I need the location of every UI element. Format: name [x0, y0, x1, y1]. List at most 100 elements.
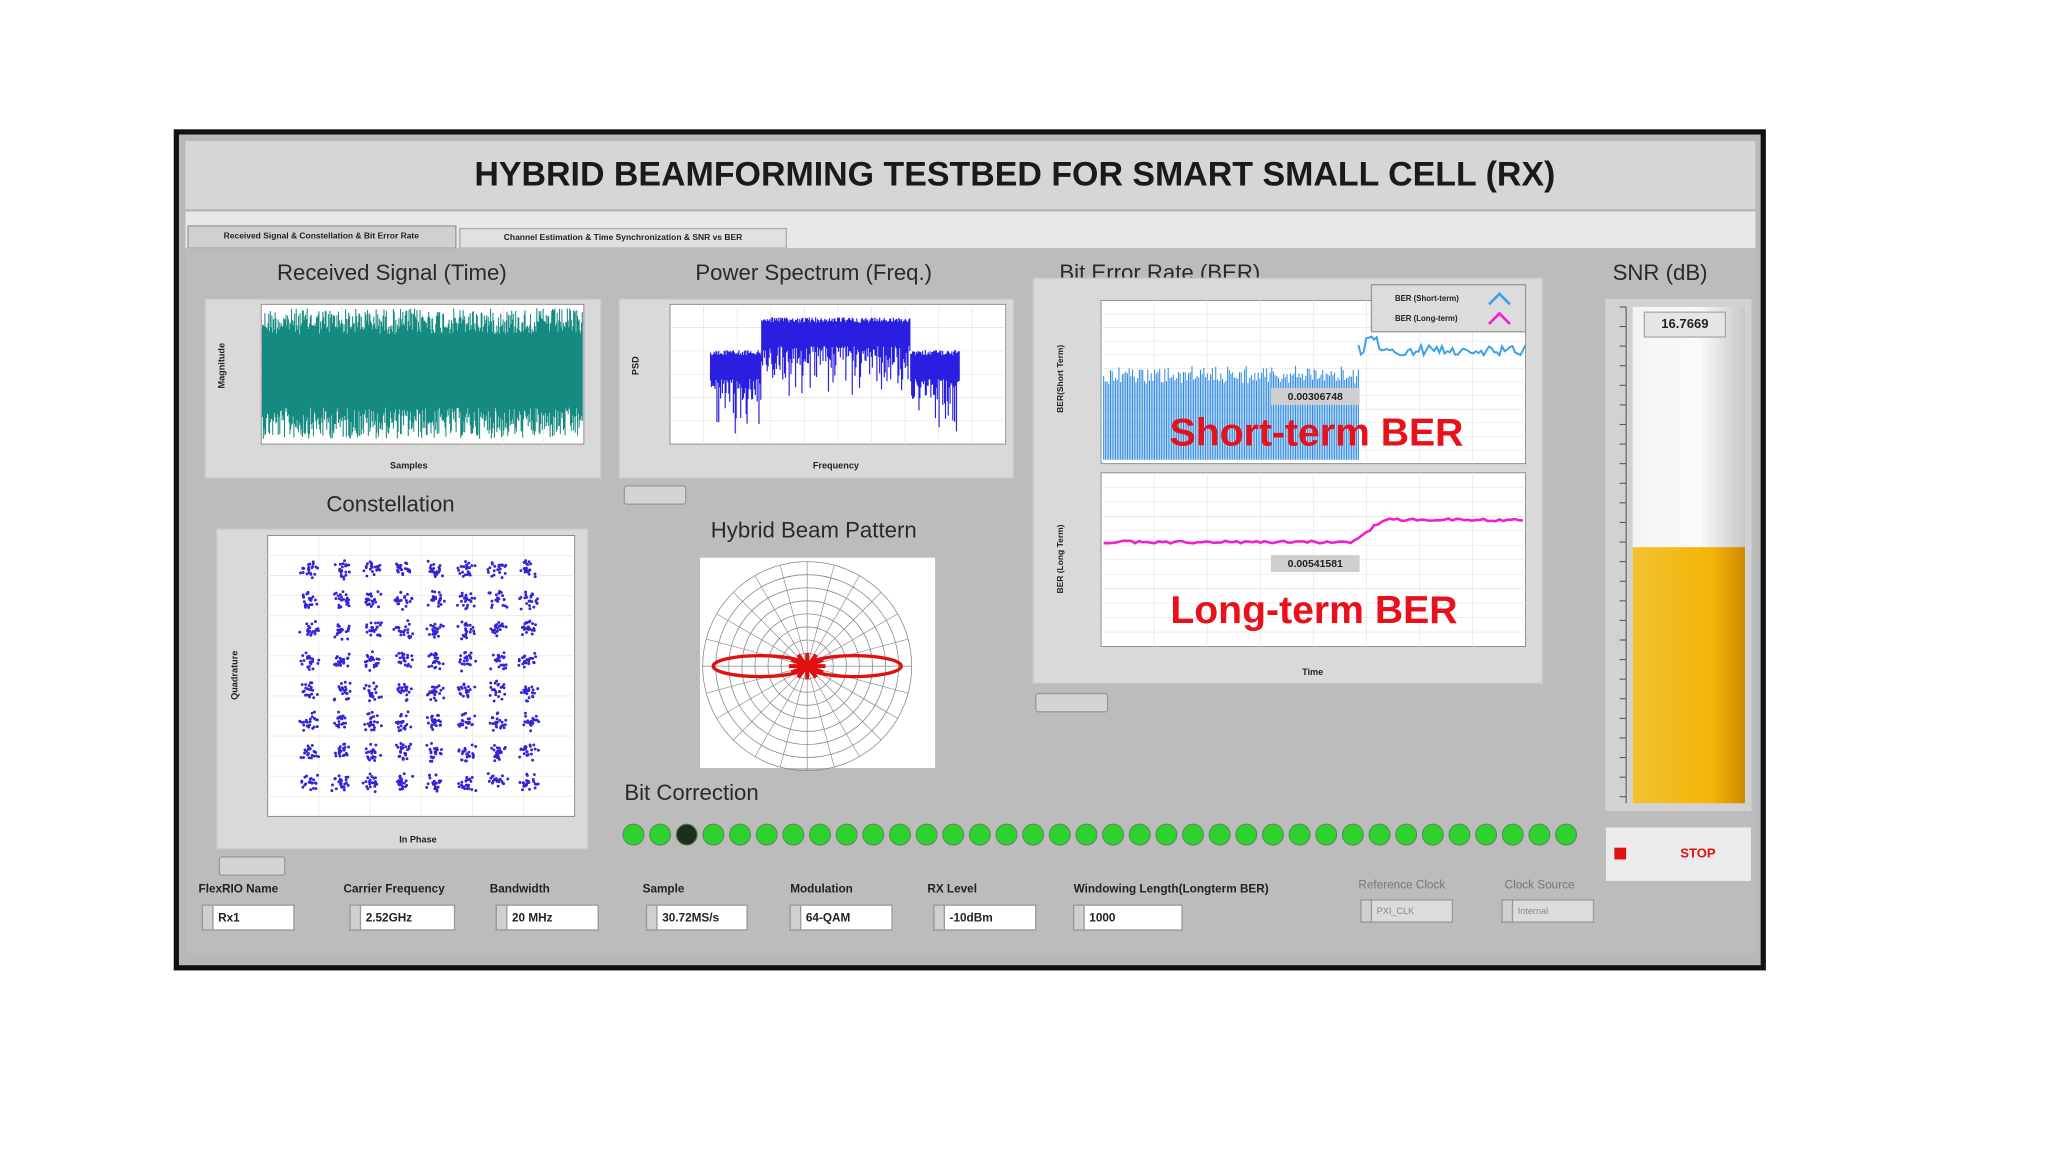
- constellation-point: [402, 658, 406, 662]
- constellation-point: [362, 569, 366, 573]
- constellation-point: [368, 785, 372, 789]
- tab-label: Received Signal & Constellation & Bit Er…: [224, 231, 420, 241]
- legend-box: [1370, 284, 1527, 333]
- legend-entry: BER (Short-term): [1395, 294, 1459, 303]
- constellation-point: [403, 751, 407, 755]
- constellation-point: [401, 655, 405, 659]
- led: [862, 823, 885, 846]
- constellation-point: [308, 717, 312, 721]
- constellation-point: [312, 778, 316, 782]
- constellation-point: [500, 779, 504, 783]
- constellation-point: [344, 564, 347, 568]
- constellation-point: [301, 654, 305, 657]
- constellation-point: [435, 630, 439, 634]
- constellation-point: [301, 785, 305, 789]
- constellation-point: [429, 563, 433, 567]
- constellation-point: [434, 699, 438, 702]
- control-field[interactable]: [495, 904, 599, 931]
- constellation-point: [531, 758, 535, 762]
- constellation-point: [314, 787, 318, 790]
- graph-palette[interactable]: [623, 485, 687, 505]
- constellation-point: [308, 694, 311, 698]
- control-field[interactable]: [789, 904, 893, 931]
- constellation-point: [337, 747, 341, 750]
- constellation-point: [434, 724, 438, 728]
- constellation-point: [396, 570, 400, 574]
- constellation-point: [494, 693, 498, 697]
- constellation-point: [400, 721, 404, 724]
- constellation-point: [347, 563, 351, 567]
- constellation-point: [428, 570, 432, 573]
- constellation-point: [456, 566, 460, 570]
- constellation-point: [369, 742, 373, 746]
- stop-button[interactable]: [1604, 826, 1753, 883]
- constellation-point: [497, 695, 500, 698]
- constellation-point: [486, 772, 490, 776]
- constellation-point: [526, 570, 530, 574]
- constellation-point: [503, 723, 507, 727]
- constellation-point: [402, 652, 406, 656]
- constellation-point: [528, 607, 532, 611]
- constellation-point: [501, 594, 505, 598]
- constellation-point: [461, 603, 465, 607]
- constellation-point: [313, 598, 317, 602]
- constellation-point: [460, 719, 464, 722]
- constellation-point: [530, 628, 534, 632]
- constellation-point: [431, 589, 434, 593]
- legend-entry: BER (Long-term): [1395, 314, 1458, 323]
- constellation-point: [429, 751, 433, 755]
- constellation-point: [406, 710, 410, 714]
- constellation-point: [334, 591, 338, 595]
- constellation-point: [339, 573, 343, 577]
- constellation-point: [496, 751, 499, 755]
- constellation-point: [333, 721, 337, 725]
- constellation-point: [436, 785, 440, 789]
- constellation-point: [310, 576, 314, 580]
- control-field[interactable]: [1072, 904, 1183, 931]
- constellation-point: [466, 570, 470, 574]
- constellation-point: [533, 786, 537, 790]
- constellation-point: [534, 599, 538, 603]
- constellation-point: [398, 656, 402, 660]
- control-field[interactable]: [201, 904, 295, 931]
- constellation-point: [490, 599, 494, 603]
- constellation-point: [307, 746, 311, 750]
- constellation-point: [399, 633, 403, 637]
- constellation-point: [342, 742, 346, 746]
- constellation-point: [378, 563, 382, 567]
- constellation-point: [470, 788, 474, 791]
- control-field[interactable]: [933, 904, 1037, 931]
- led: [1501, 823, 1524, 846]
- constellation-point: [490, 688, 494, 692]
- constellation-point: [438, 667, 442, 671]
- constellation-point: [430, 742, 433, 745]
- graph-palette[interactable]: [218, 856, 286, 876]
- axis-label: Magnitude: [216, 343, 226, 389]
- constellation-point: [458, 594, 462, 598]
- constellation-point: [463, 656, 467, 660]
- constellation-point: [460, 591, 464, 595]
- constellation-point: [525, 750, 529, 754]
- constellation-point: [307, 606, 311, 609]
- control-label: Windowing Length(Longterm BER): [1074, 883, 1269, 896]
- constellation-point: [346, 664, 350, 668]
- constellation-point: [519, 607, 523, 611]
- constellation-point: [401, 571, 405, 575]
- stop-label: STOP: [1680, 846, 1716, 861]
- graph-palette[interactable]: [1035, 692, 1109, 713]
- value-label-box: [1270, 387, 1360, 405]
- spin-control: [1072, 904, 1085, 931]
- constellation-point: [441, 624, 445, 628]
- constellation-point: [305, 592, 309, 596]
- constellation-point: [406, 656, 409, 660]
- constellation-point: [373, 697, 377, 701]
- led: [755, 823, 778, 846]
- constellation-point: [398, 686, 401, 689]
- led: [1022, 823, 1045, 846]
- constellation-point: [527, 696, 531, 700]
- spin-control: [201, 904, 214, 931]
- led: [702, 823, 725, 846]
- constellation-point: [315, 602, 319, 606]
- constellation-point: [377, 633, 381, 637]
- control-field[interactable]: [645, 904, 748, 931]
